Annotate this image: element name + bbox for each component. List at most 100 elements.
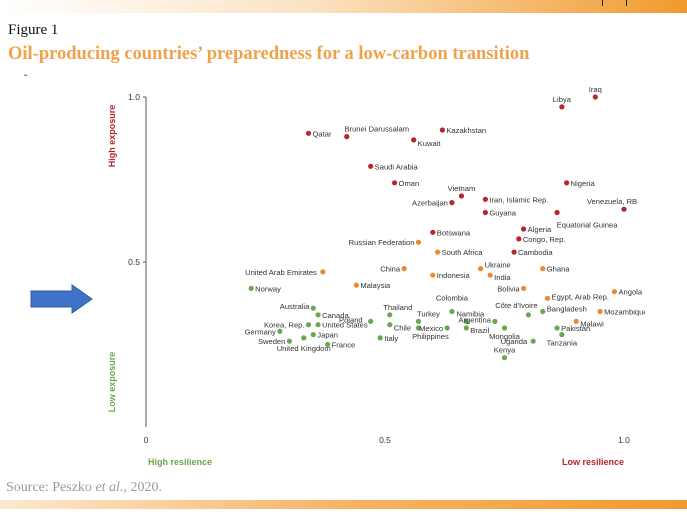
point-pakistan: [554, 325, 560, 331]
label-vietnam: Vietnam: [448, 184, 476, 193]
point-united-arab-emirates: [320, 269, 326, 275]
point-tanzania: [559, 332, 565, 338]
point-botswana: [430, 229, 436, 235]
point-italy: [377, 335, 383, 341]
point-libya: [559, 104, 565, 110]
point-vietnam: [458, 193, 465, 199]
top-decorative-bar: [0, 0, 687, 13]
point-namibia: [463, 318, 469, 324]
label-brazil: Brazil: [470, 326, 489, 335]
point-china: [401, 266, 407, 272]
point-canada: [315, 312, 321, 318]
point-australia: [310, 305, 316, 311]
label-ghana: Ghana: [547, 265, 571, 274]
label-uganda: Uganda: [501, 337, 528, 346]
label-south-africa: South Africa: [442, 248, 484, 257]
label-united-kingdom: United Kingdom: [277, 344, 331, 353]
label-ukraine: Ukraine: [485, 261, 511, 270]
label-india: India: [494, 273, 511, 282]
point-sweden: [286, 338, 292, 344]
point-philippines: [415, 325, 422, 331]
label-colombia: Colombia: [436, 294, 469, 303]
y-axis-bottom-label: Low exposure: [107, 352, 117, 413]
label-qatar: Qatar: [313, 129, 332, 138]
label-malawi: Malawi: [580, 319, 604, 328]
y-tick-label: 1.0: [128, 92, 140, 102]
label-norway: Norway: [255, 284, 281, 293]
point-germany: [277, 328, 283, 334]
label-algeria: Algeria: [528, 225, 552, 234]
label-indonesia: Indonesia: [437, 271, 471, 280]
label-tanzania: Tanzania: [547, 339, 578, 348]
label-bolivia: Bolivia: [497, 284, 520, 293]
x-tick-label: 0: [144, 435, 149, 445]
point-russian-federation: [415, 239, 422, 245]
label-brunei-darussalam: Brunei Darussalam: [344, 125, 409, 134]
point-azerbaijan: [449, 200, 455, 206]
label-kenya: Kenya: [494, 346, 516, 355]
point-algeria: [521, 226, 527, 232]
point-saudi-arabia: [368, 163, 374, 169]
label-c-te-d-ivoire: Côte d'Ivoire: [495, 301, 537, 310]
label-libya: Libya: [553, 95, 572, 104]
label-congo-rep: Congo, Rep.: [523, 235, 566, 244]
point-iraq: [592, 94, 598, 100]
label-philippines: Philippines: [412, 332, 449, 341]
label-japan: Japan: [317, 331, 338, 340]
label-united-arab-emirates: United Arab Emirates: [245, 268, 317, 277]
point-mongolia: [501, 325, 508, 331]
label-italy: Italy: [384, 334, 398, 343]
label-equatorial-guinea: Equatorial Guinea: [557, 221, 619, 230]
label-australia: Australia: [280, 302, 310, 311]
top-bar-tick: [626, 0, 627, 6]
point-united-kingdom: [301, 335, 307, 341]
label-turkey: Turkey: [417, 309, 440, 318]
label-bangladesh: Bangladesh: [547, 305, 587, 314]
point-indonesia: [430, 272, 436, 278]
x-tick-label: 1.0: [618, 435, 630, 445]
point-mozambique: [597, 308, 603, 315]
point-turkey: [415, 318, 422, 324]
point-oman: [391, 180, 398, 186]
label-iraq: Iraq: [589, 85, 602, 94]
label-oman: Oman: [399, 179, 420, 188]
scatter-chart: High exposure Low exposure High resilien…: [107, 85, 645, 467]
label-korea-rep: Korea, Rep.: [264, 321, 305, 330]
label-france: France: [332, 341, 356, 350]
label-germany: Germany: [245, 327, 276, 336]
source-italic: et al.,: [95, 480, 127, 495]
label-guyana: Guyana: [489, 209, 516, 218]
label-iran-islamic-rep: Iran, Islamic Rep.: [489, 195, 548, 204]
point-bangladesh: [540, 308, 546, 315]
small-mark: ˇ: [24, 74, 28, 85]
label-mexico: Mexico: [419, 324, 443, 333]
label-venezuela-rb: Venezuela, RB: [587, 197, 637, 206]
source-note: Source: Peszko et al., 2020.: [6, 480, 162, 496]
label-saudi-arabia: Saudi Arabia: [375, 162, 419, 171]
point-c-te-d-ivoire: [525, 312, 531, 318]
label-poland: Poland: [339, 315, 363, 324]
point-india: [487, 272, 493, 278]
point-thailand: [387, 312, 393, 318]
point-bolivia: [521, 285, 527, 291]
label-united-states: United States: [322, 321, 368, 330]
point-france: [325, 341, 331, 348]
point-norway: [248, 285, 254, 291]
label-china: China: [380, 265, 401, 274]
source-suffix: 2020.: [126, 480, 162, 495]
bottom-decorative-bar: [0, 500, 687, 509]
label-kuwait: Kuwait: [418, 139, 442, 148]
x-tick-label: 0.5: [379, 435, 391, 445]
label-sweden: Sweden: [258, 337, 285, 346]
point-qatar: [305, 130, 312, 136]
x-axis-right-label: Low resilience: [562, 457, 624, 467]
point-chile: [387, 322, 393, 328]
label-kazakhstan: Kazakhstan: [446, 126, 486, 135]
point-argentina: [492, 318, 498, 324]
point-japan: [310, 332, 316, 338]
label-botswana: Botswana: [437, 228, 471, 237]
label-malaysia: Malaysia: [360, 281, 391, 290]
point-cambodia: [511, 249, 517, 255]
label-cambodia: Cambodia: [518, 248, 553, 257]
figure-title: Oil-producing countries’ preparedness fo…: [8, 44, 530, 64]
